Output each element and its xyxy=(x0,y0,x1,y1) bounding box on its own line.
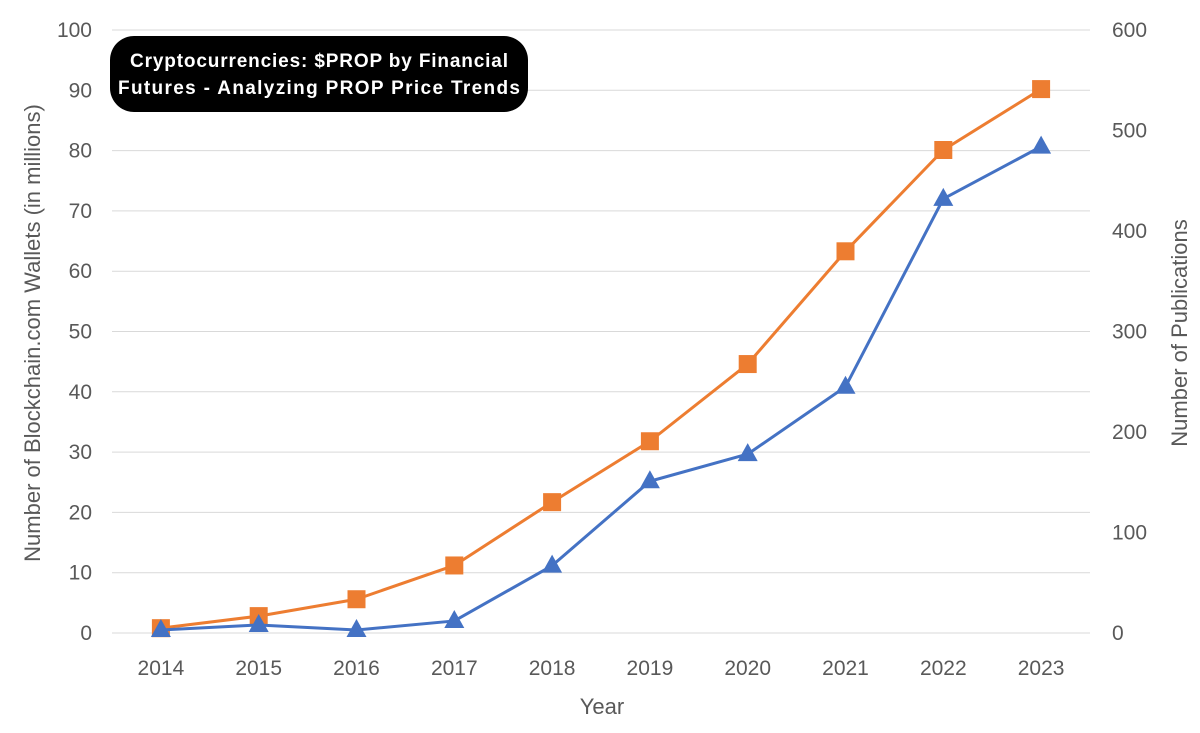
left-tick-label: 80 xyxy=(69,140,92,163)
series-triangle-2 xyxy=(150,135,1052,637)
chart-title-line-2: Futures - Analyzing PROP Price Trends xyxy=(118,78,520,99)
x-axis-title: Year xyxy=(580,694,624,719)
gridlines xyxy=(112,29,1090,634)
chart-title-line-1: Cryptocurrencies: $PROP by Financial xyxy=(130,51,508,72)
data-point-square xyxy=(836,242,855,261)
right-tick-label: 600 xyxy=(1112,19,1147,42)
x-tick-label: 2020 xyxy=(724,657,771,680)
title-badge: Cryptocurrencies: $PROP by Financial Fut… xyxy=(110,36,528,112)
left-tick-label: 20 xyxy=(69,501,92,524)
left-tick-label: 100 xyxy=(57,19,92,42)
left-tick-label: 10 xyxy=(69,562,92,585)
series-square-1 xyxy=(151,80,1051,638)
x-tick-label: 2019 xyxy=(627,657,674,680)
data-point-square xyxy=(934,140,953,159)
series-layer xyxy=(150,80,1052,638)
data-point-square xyxy=(1032,80,1051,99)
data-point-triangle xyxy=(542,554,563,573)
right-tick-label: 400 xyxy=(1112,220,1147,243)
data-point-triangle xyxy=(835,375,856,394)
right-tick-label: 300 xyxy=(1112,321,1147,344)
right-tick-label: 100 xyxy=(1112,522,1147,545)
data-point-triangle xyxy=(639,470,660,489)
left-tick-label: 70 xyxy=(69,200,92,223)
left-tick-label: 50 xyxy=(69,321,92,344)
data-point-triangle xyxy=(933,187,954,206)
left-axis-title: Number of Blockchain.com Wallets (in mil… xyxy=(20,104,45,562)
data-point-triangle xyxy=(248,613,269,632)
data-point-triangle xyxy=(444,609,465,628)
data-point-square xyxy=(640,432,659,451)
series-line xyxy=(160,87,1042,630)
title-badge-background xyxy=(110,36,528,112)
x-tick-label: 2018 xyxy=(529,657,576,680)
left-axis-ticks: 0 10 20 30 40 50 60 70 80 90 100 xyxy=(57,19,92,645)
data-point-square xyxy=(543,493,562,512)
x-tick-label: 2014 xyxy=(138,657,185,680)
right-tick-label: 0 xyxy=(1112,622,1124,645)
right-axis-ticks: 0 100 200 300 400 500 600 xyxy=(1112,19,1147,645)
data-point-triangle xyxy=(346,618,367,637)
data-point-triangle xyxy=(737,443,758,462)
x-tick-label: 2016 xyxy=(333,657,380,680)
x-tick-label: 2015 xyxy=(235,657,282,680)
x-tick-label: 2022 xyxy=(920,657,967,680)
left-tick-label: 0 xyxy=(80,622,92,645)
data-point-square xyxy=(738,355,757,374)
left-tick-label: 40 xyxy=(69,381,92,404)
right-tick-label: 500 xyxy=(1112,120,1147,143)
data-point-triangle xyxy=(150,618,171,637)
data-point-square xyxy=(445,556,464,575)
data-point-triangle xyxy=(1031,135,1052,154)
x-tick-label: 2017 xyxy=(431,657,478,680)
left-tick-label: 30 xyxy=(69,441,92,464)
x-tick-label: 2023 xyxy=(1018,657,1065,680)
right-axis-title: Number of Publications xyxy=(1167,219,1192,446)
x-tick-label: 2021 xyxy=(822,657,869,680)
series-line xyxy=(160,145,1042,632)
left-tick-label: 60 xyxy=(69,260,92,283)
left-tick-label: 90 xyxy=(69,79,92,102)
x-axis-ticks: 2014 2015 2016 2017 2018 2019 2020 2021 2022 2023 xyxy=(138,657,1065,680)
data-point-square xyxy=(347,590,366,609)
right-tick-label: 200 xyxy=(1112,421,1147,444)
